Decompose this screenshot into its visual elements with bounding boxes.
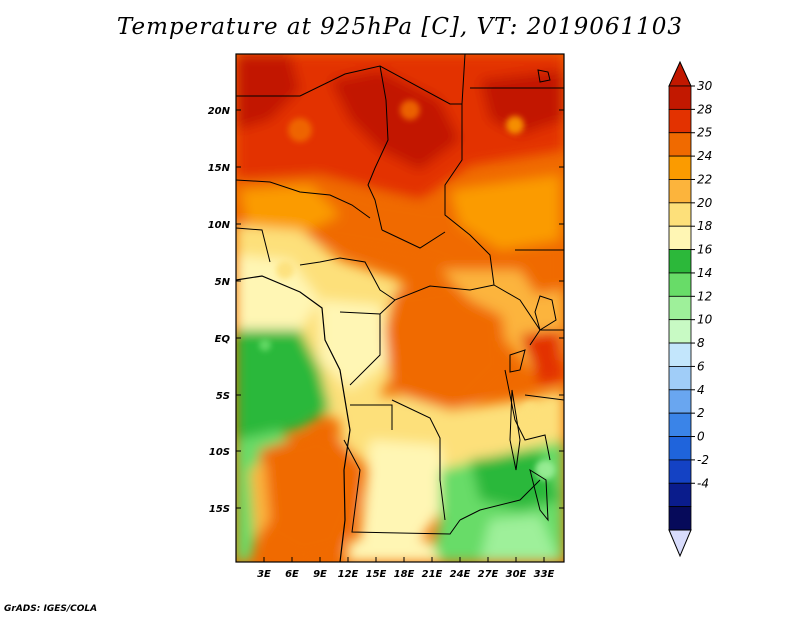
lon-label-3e: 3E <box>257 569 271 580</box>
lon-label-33e: 33E <box>534 569 555 580</box>
colorbar-cell-0 <box>668 85 692 110</box>
colorbar-label-0: 30 <box>697 79 713 93</box>
colorbar-cell-3 <box>668 155 692 180</box>
colorbar-cell-1 <box>668 108 692 134</box>
colorbar-label-15: 0 <box>697 430 705 444</box>
map-title: Temperature at 925hPa [C], VT: 201906110… <box>116 14 684 40</box>
lat-label-5n: 5N <box>215 277 231 288</box>
colorbar-top-arrow <box>668 60 692 87</box>
lon-label-21e: 21E <box>422 569 443 580</box>
colorbar-label-17: -4 <box>697 476 709 490</box>
lon-label-30e: 30E <box>506 569 527 580</box>
colorbar-label-8: 14 <box>697 266 712 280</box>
colorbar-cell-4 <box>668 179 692 204</box>
colorbar-cells <box>668 85 692 531</box>
colorbar-cell-16 <box>668 459 692 484</box>
lat-label-10s: 10S <box>209 447 230 458</box>
colorbar-cell-14 <box>668 412 692 437</box>
colorbar-cell-5 <box>668 202 692 227</box>
lon-label-6e: 6E <box>285 569 299 580</box>
lat-label-5s: 5S <box>216 391 230 402</box>
colorbar-cell-9 <box>668 295 692 321</box>
lat-label-15n: 15N <box>208 163 231 174</box>
colorbar-label-6: 18 <box>697 219 713 233</box>
colorbar-cell-13 <box>668 389 692 414</box>
colorbar-cell-6 <box>668 225 692 250</box>
colorbar-label-16: -2 <box>697 453 709 467</box>
lon-label-18e: 18E <box>394 569 415 580</box>
colorbar-label-2: 25 <box>697 126 712 140</box>
lon-label-15e: 15E <box>366 569 387 580</box>
colorbar-label-1: 28 <box>697 102 713 116</box>
colorbar-cell-2 <box>668 132 692 157</box>
colorbar-cell-17 <box>668 482 692 508</box>
country-borders <box>236 54 564 562</box>
colorbar-cell-8 <box>668 272 692 297</box>
lon-label-12e: 12E <box>338 569 359 580</box>
colorbar-cell-11 <box>668 342 692 367</box>
lon-label-27e: 27E <box>478 569 499 580</box>
colorbar-cell-12 <box>668 366 692 391</box>
colorbar-label-12: 6 <box>697 359 705 373</box>
colorbar-label-3: 24 <box>697 149 712 163</box>
colorbar-bottom-arrow <box>668 529 692 558</box>
colorbar-cell-7 <box>668 249 692 274</box>
lat-label-20n: 20N <box>208 106 231 117</box>
lon-label-9e: 9E <box>313 569 327 580</box>
lat-label-10n: 10N <box>208 220 231 231</box>
colorbar-cell-15 <box>668 436 692 461</box>
colorbar-label-4: 22 <box>697 172 712 186</box>
colorbar-label-11: 8 <box>697 336 705 350</box>
colorbar-label-5: 20 <box>697 196 713 210</box>
colorbar-cell-18 <box>668 506 692 531</box>
colorbar-label-9: 12 <box>697 289 712 303</box>
grads-credit: GrADS: IGES/COLA <box>4 604 98 614</box>
lat-label-15s: 15S <box>209 504 230 515</box>
colorbar-cell-10 <box>668 319 692 344</box>
colorbar-label-10: 10 <box>697 313 713 327</box>
latitude-axis: 20N 15N 10N 5N EQ 5S 10S 15S <box>208 106 564 515</box>
colorbar-label-14: 2 <box>697 406 705 420</box>
temperature-field <box>236 54 564 562</box>
map-frame <box>235 53 565 563</box>
colorbar-label-7: 16 <box>697 243 713 257</box>
lat-label-eq: EQ <box>215 334 231 345</box>
longitude-axis: 3E 6E 9E 12E 15E 18E 21E 24E 27E 30E 33E <box>257 557 555 580</box>
colorbar-label-13: 4 <box>697 383 705 397</box>
lon-label-24e: 24E <box>450 569 471 580</box>
